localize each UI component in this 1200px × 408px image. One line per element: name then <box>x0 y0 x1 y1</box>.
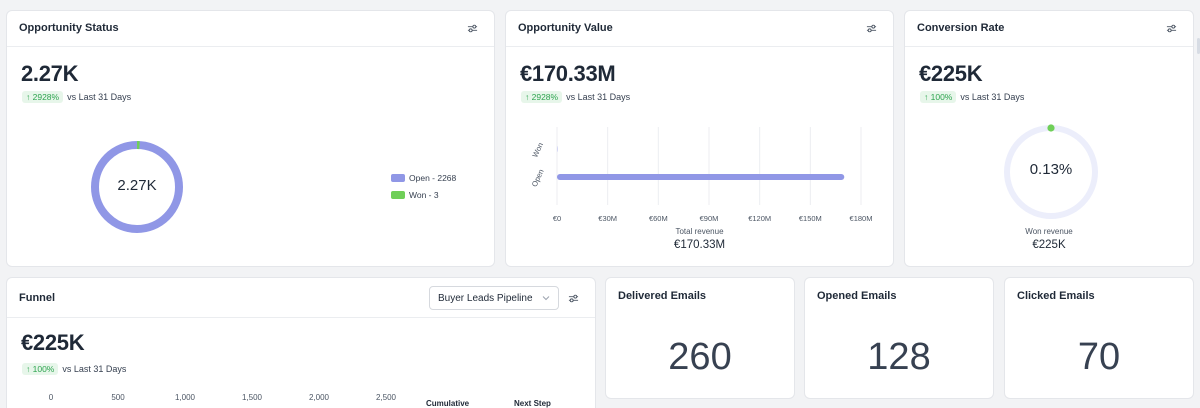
opened-emails-card: Opened Emails 128 <box>804 277 994 399</box>
change-indicator: ↑ 100% vs Last 31 Days <box>22 363 126 375</box>
delivered-emails-card: Delivered Emails 260 <box>605 277 795 399</box>
column-header-next-step: Next Step <box>514 399 551 408</box>
x-tick-label: €180M <box>850 214 873 221</box>
change-label: vs Last 31 Days <box>566 92 631 102</box>
card-header: Opportunity Value <box>506 11 893 47</box>
opportunity-donut-chart <box>91 141 183 233</box>
card-header: Opportunity Status <box>7 11 494 47</box>
opportunity-value-card: Opportunity Value €170.33M ↑ 2928% vs Las… <box>505 10 894 267</box>
change-badge: ↑ 100% <box>22 363 59 375</box>
scrollbar-thumb[interactable] <box>1197 38 1200 54</box>
funnel-axis-tick: 0 <box>48 393 54 402</box>
pipeline-select[interactable]: Buyer Leads Pipeline <box>429 286 559 310</box>
card-title: Opportunity Value <box>518 22 613 34</box>
arrow-up-icon: ↑ <box>924 92 929 102</box>
change-percent: 100% <box>32 364 55 374</box>
email-count: 70 <box>1077 336 1121 378</box>
y-category-label: Won <box>530 141 545 159</box>
change-indicator: ↑ 2928% vs Last 31 Days <box>22 91 131 103</box>
card-title: Funnel <box>19 292 56 304</box>
metric-value: 2.27K <box>21 61 79 86</box>
x-tick-label: €90M <box>700 214 719 221</box>
change-badge: ↑ 2928% <box>521 91 563 103</box>
column-header-cumulative: Cumulative <box>426 399 470 408</box>
bar-open[interactable] <box>557 174 845 180</box>
y-category-label: Open <box>530 168 546 188</box>
email-count: 128 <box>867 336 931 378</box>
change-percent: 2928% <box>531 92 559 102</box>
funnel-axis-tick: 1,000 <box>174 393 196 402</box>
chevron-down-icon <box>542 296 550 301</box>
chart-footer-value: €170.33M <box>673 239 726 251</box>
gauge-footer-label: Won revenue <box>1025 227 1073 236</box>
opportunity-status-card: Opportunity Status 2.27K ↑ 2928% vs Last … <box>6 10 495 267</box>
donut-center-label: 2.27K <box>117 177 157 194</box>
funnel-card: Funnel Buyer Leads Pipeline €225K ↑ 100%… <box>6 277 596 408</box>
arrow-up-icon: ↑ <box>525 92 530 102</box>
card-header: Conversion Rate <box>905 11 1193 47</box>
card-title: Clicked Emails <box>1017 290 1095 302</box>
chart-footer-label: Total revenue <box>675 227 724 236</box>
email-count: 260 <box>668 336 732 378</box>
x-tick-label: €60M <box>649 214 668 221</box>
filter-sliders-icon[interactable] <box>568 293 579 304</box>
card-title: Delivered Emails <box>618 290 707 302</box>
gauge-footer-value: €225K <box>1032 239 1066 251</box>
pipeline-select-value: Buyer Leads Pipeline <box>438 293 533 304</box>
filter-sliders-icon[interactable] <box>1166 23 1177 34</box>
x-tick-label: €150M <box>799 214 822 221</box>
card-title: Conversion Rate <box>917 22 1005 34</box>
funnel-axis-tick: 500 <box>111 393 125 402</box>
filter-sliders-icon[interactable] <box>467 23 478 34</box>
x-tick-label: €120M <box>748 214 771 221</box>
card-title: Opportunity Status <box>19 22 119 34</box>
conversion-gauge <box>1004 124 1098 219</box>
change-indicator: ↑ 2928% vs Last 31 Days <box>521 91 630 103</box>
change-indicator: ↑ 100% vs Last 31 Days <box>920 91 1024 103</box>
x-tick-label: €30M <box>598 214 617 221</box>
card-title: Opened Emails <box>817 290 897 302</box>
funnel-axis-tick: 2,500 <box>375 393 397 402</box>
legend-swatch <box>391 191 405 199</box>
metric-value: €225K <box>21 330 85 355</box>
filter-sliders-icon[interactable] <box>866 23 877 34</box>
opportunity-value-bar-chart: €0 €30M €60M €90M €120M €150M €180M Won Open <box>530 127 873 221</box>
change-label: vs Last 31 Days <box>62 364 127 374</box>
change-percent: 100% <box>930 92 953 102</box>
change-badge: ↑ 2928% <box>22 91 64 103</box>
funnel-axis-tick: 2,000 <box>308 393 330 402</box>
x-tick-label: €0 <box>553 214 561 221</box>
clicked-emails-card: Clicked Emails 70 <box>1004 277 1194 399</box>
arrow-up-icon: ↑ <box>26 92 31 102</box>
arrow-up-icon: ↑ <box>26 364 31 374</box>
gauge-progress-dot[interactable] <box>1047 124 1055 132</box>
legend-label: Open - 2268 <box>409 173 457 183</box>
change-percent: 2928% <box>32 92 60 102</box>
legend-swatch <box>391 174 405 182</box>
metric-value: €225K <box>919 61 983 86</box>
change-label: vs Last 31 Days <box>960 92 1025 102</box>
legend-label: Won - 3 <box>409 190 439 200</box>
funnel-axis-tick: 1,500 <box>241 393 263 402</box>
conversion-rate-card: Conversion Rate €225K ↑ 100% vs Last 31 D… <box>904 10 1194 267</box>
metric-value: €170.33M <box>520 61 616 86</box>
change-badge: ↑ 100% <box>920 91 957 103</box>
card-header: Funnel Buyer Leads Pipeline <box>7 278 595 318</box>
gauge-center-label: 0.13% <box>1029 161 1073 178</box>
change-label: vs Last 31 Days <box>67 92 132 102</box>
